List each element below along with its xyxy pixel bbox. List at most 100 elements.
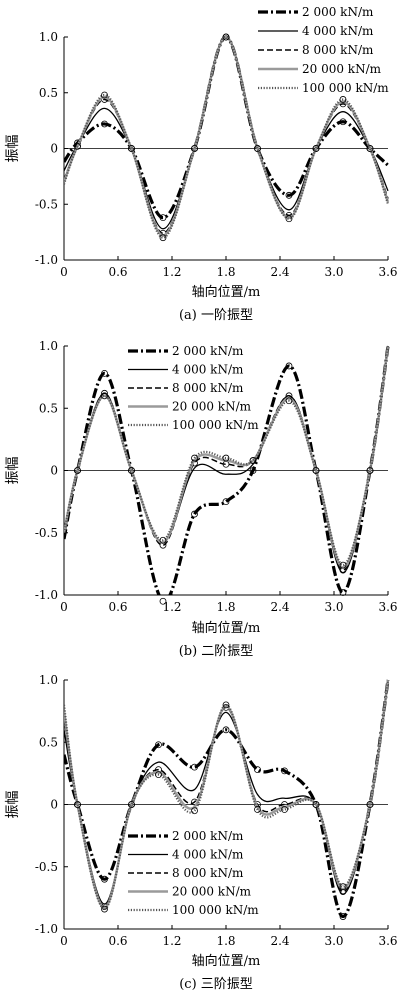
y-tick-label: 0	[50, 798, 58, 812]
panel-1: 0 0.6 1.2 1.8 2.4 3.0 3.6 1.0 0.5 0 -0.5 -1.0 振幅轴向位置…	[5, 339, 398, 659]
y-tick-label: 1.0	[39, 339, 58, 353]
data-point	[191, 510, 198, 518]
data-point	[281, 806, 288, 813]
panel-caption: (c) 三阶振型	[179, 977, 253, 992]
x-tick-label: 1.8	[216, 600, 235, 614]
data-point	[155, 741, 162, 749]
series-line	[64, 345, 389, 574]
data-point	[285, 215, 293, 223]
y-tick-label: -0.5	[35, 526, 58, 540]
data-point	[222, 33, 230, 41]
y-tick-label: 0.5	[39, 86, 58, 100]
legend-entry: 2 000 kN/m	[302, 5, 374, 19]
panel-2: 0 0.6 1.2 1.8 2.4 3.0 3.6 1.0 0.5 0 -0.5 -1.0 振幅轴向位置…	[5, 673, 398, 992]
y-axis-label: 振幅	[5, 135, 21, 163]
data-point	[101, 875, 108, 883]
data-point	[159, 234, 167, 242]
data-point	[366, 467, 374, 474]
data-point	[155, 771, 162, 779]
legend-entry: 100 000 kN/m	[302, 81, 389, 95]
data-point	[312, 145, 320, 152]
x-tick-label: 3.0	[324, 934, 343, 948]
x-tick-label: 1.8	[216, 265, 235, 279]
data-point	[128, 801, 135, 808]
panel-0: 0 0.6 1.2 1.8 2.4 3.0 3.6 1.0 0.5 0 -0.5 -1.0 振幅轴向位置…	[5, 5, 398, 323]
panel-caption: (b) 二阶振型	[179, 644, 254, 659]
y-tick-label: 1.0	[39, 673, 58, 687]
y-tick-label: 0.5	[39, 735, 58, 749]
x-tick-label: 3.0	[324, 600, 343, 614]
x-tick-label: 3.6	[378, 934, 397, 948]
data-point	[128, 145, 135, 152]
legend-entry: 20 000 kN/m	[302, 62, 382, 76]
x-tick-label: 0	[60, 265, 68, 279]
legend-entry: 8 000 kN/m	[172, 381, 244, 395]
series-line	[64, 679, 390, 919]
data-point	[159, 536, 167, 544]
data-point	[222, 701, 230, 709]
y-tick-label: -0.5	[35, 197, 58, 211]
data-point	[191, 807, 198, 815]
panel-caption: (a) 一阶振型	[179, 308, 253, 323]
data-point	[159, 214, 167, 222]
data-point	[285, 397, 293, 405]
x-tick-label: 3.6	[378, 265, 397, 279]
x-tick-label: 1.8	[216, 934, 235, 948]
x-tick-label: 3.6	[378, 600, 397, 614]
data-point	[74, 801, 81, 808]
legend-entry: 20 000 kN/m	[172, 400, 252, 414]
x-tick-label: 1.2	[162, 934, 181, 948]
series-line	[64, 345, 389, 571]
data-point	[339, 883, 347, 891]
legend-entry: 8 000 kN/m	[172, 866, 244, 880]
data-point	[285, 362, 293, 370]
legend-entry: 2 000 kN/m	[172, 829, 244, 843]
series-line	[64, 345, 390, 567]
data-point	[339, 118, 347, 126]
data-point	[254, 806, 261, 813]
data-point	[285, 191, 293, 199]
x-tick-label: 2.4	[270, 265, 289, 279]
data-point	[101, 369, 108, 377]
legend-entry: 100 000 kN/m	[172, 903, 259, 917]
data-point	[191, 145, 198, 152]
series-line	[64, 35, 390, 239]
series-line	[64, 679, 390, 911]
y-tick-label: -0.5	[35, 860, 58, 874]
x-tick-label: 3.0	[324, 265, 343, 279]
x-tick-label: 1.2	[162, 600, 181, 614]
data-point	[254, 145, 261, 152]
series-line	[64, 679, 389, 905]
y-axis-label: 振幅	[5, 457, 21, 485]
data-point	[74, 142, 81, 150]
x-axis-label: 轴向位置/m	[192, 620, 261, 636]
series-line	[64, 345, 390, 569]
y-axis-label: 振幅	[5, 791, 21, 819]
data-point	[366, 145, 374, 152]
legend-entry: 20 000 kN/m	[172, 885, 252, 899]
data-point	[249, 467, 257, 474]
data-point	[101, 120, 108, 128]
x-tick-label: 0	[60, 600, 68, 614]
y-tick-label: 0.5	[39, 401, 58, 415]
data-point	[312, 801, 320, 808]
data-point	[222, 454, 230, 462]
legend-entry: 4 000 kN/m	[172, 363, 244, 377]
x-axis-label: 轴向位置/m	[192, 953, 261, 969]
data-point	[366, 801, 374, 808]
y-tick-label: 0	[50, 464, 58, 478]
data-point	[222, 498, 230, 506]
data-point	[191, 763, 198, 771]
x-tick-label: 2.4	[270, 934, 289, 948]
data-point	[101, 905, 108, 913]
x-tick-label: 2.4	[270, 600, 289, 614]
legend-entry: 2 000 kN/m	[172, 344, 244, 358]
data-point	[339, 561, 347, 569]
x-tick-label: 0.6	[108, 934, 127, 948]
data-point	[222, 726, 230, 734]
series-line	[64, 345, 390, 595]
data-point	[254, 766, 261, 774]
x-tick-label: 0.6	[108, 600, 127, 614]
data-point	[101, 91, 108, 99]
